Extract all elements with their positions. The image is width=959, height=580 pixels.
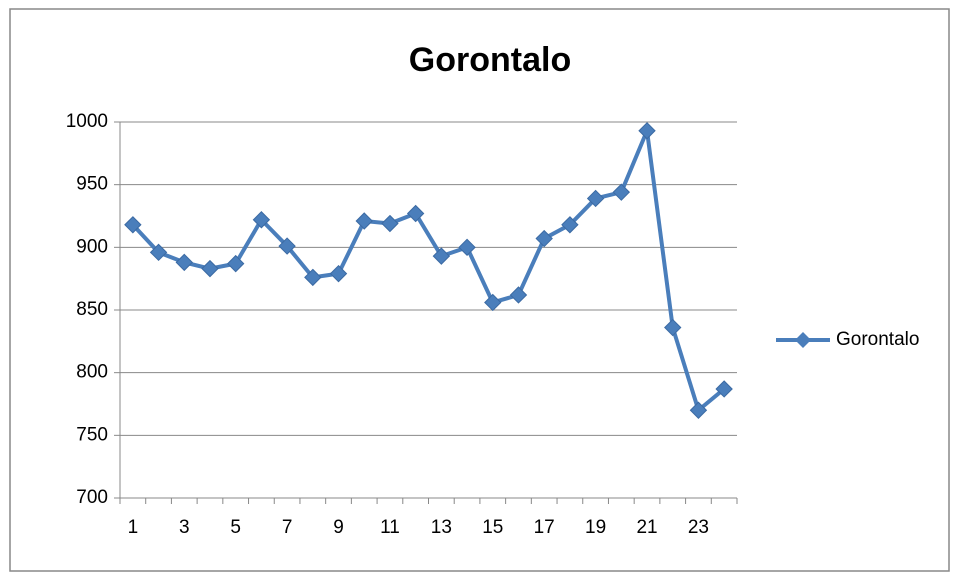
marker: [715, 380, 733, 398]
marker: [304, 268, 322, 287]
marker: [175, 253, 193, 272]
x-tick-label: 15: [482, 517, 503, 538]
legend-label: Gorontalo: [836, 329, 919, 350]
x-tick-label: 13: [431, 517, 452, 538]
y-tick-label: 900: [76, 236, 108, 257]
marker: [638, 122, 656, 140]
marker: [201, 259, 219, 278]
marker: [612, 183, 631, 201]
x-tick-label: 3: [179, 517, 190, 538]
y-tick-label: 850: [76, 299, 108, 320]
marker: [355, 212, 373, 230]
marker: [329, 264, 348, 283]
x-tick-label: 1: [128, 517, 139, 538]
marker: [124, 216, 142, 234]
marker: [664, 318, 682, 337]
marker: [252, 211, 271, 229]
y-tick-label: 750: [76, 424, 108, 445]
marker: [484, 293, 502, 312]
marker: [561, 216, 579, 234]
x-tick-label: 19: [585, 517, 606, 538]
x-tick-label: 21: [636, 517, 657, 538]
marker: [406, 204, 425, 223]
marker: [278, 237, 296, 255]
legend-marker: [795, 332, 811, 348]
marker: [535, 229, 553, 248]
marker: [509, 286, 528, 304]
x-tick-label: 5: [230, 517, 241, 538]
y-tick-label: 700: [76, 487, 108, 508]
y-tick-label: 950: [76, 174, 108, 195]
y-tick-label: 1000: [66, 111, 108, 132]
marker: [432, 247, 451, 265]
chart-title: Gorontalo: [409, 41, 571, 79]
x-tick-label: 17: [534, 517, 555, 538]
chart-border: [9, 8, 950, 572]
y-tick-label: 800: [76, 362, 108, 383]
marker: [381, 214, 399, 233]
marker: [226, 254, 245, 273]
x-tick-label: 23: [688, 517, 709, 538]
x-tick-label: 7: [282, 517, 293, 538]
marker: [689, 401, 708, 419]
marker: [149, 243, 168, 262]
x-tick-label: 11: [380, 517, 400, 538]
x-tick-label: 9: [333, 517, 344, 538]
marker: [458, 238, 476, 257]
marker: [586, 189, 605, 208]
